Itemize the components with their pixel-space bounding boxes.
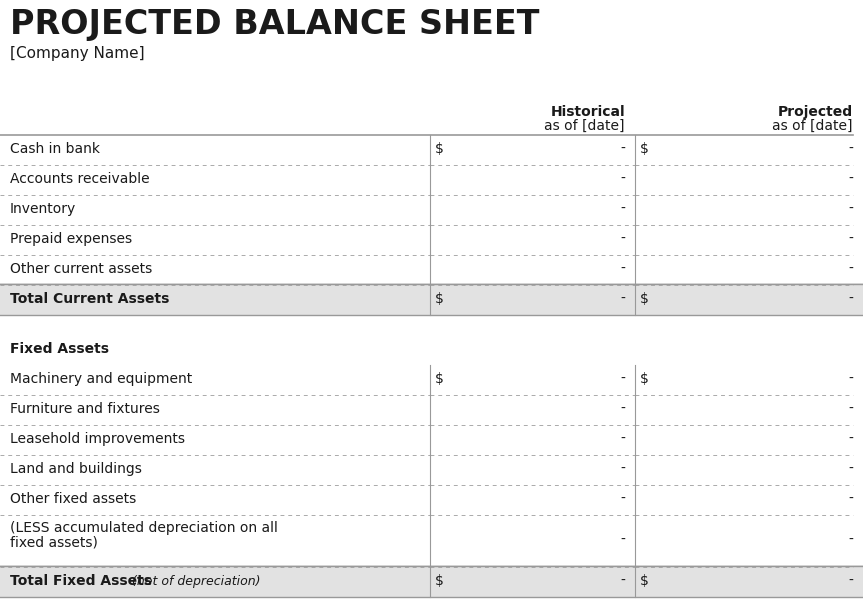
Text: -: - [848,462,853,476]
Text: fixed assets): fixed assets) [10,535,98,549]
Text: $: $ [640,574,649,588]
Text: Fixed Assets: Fixed Assets [10,342,109,356]
Text: -: - [848,432,853,446]
Text: $: $ [435,292,444,306]
Text: -: - [848,262,853,276]
Text: Prepaid expenses: Prepaid expenses [10,232,132,246]
Text: $: $ [435,372,444,386]
Text: -: - [848,574,853,588]
Text: Total Current Assets: Total Current Assets [10,292,169,306]
Text: -: - [848,402,853,416]
Text: -: - [620,533,625,547]
Text: -: - [620,172,625,186]
Bar [0,283,863,315]
Text: -: - [848,202,853,216]
Text: PROJECTED BALANCE SHEET: PROJECTED BALANCE SHEET [10,8,539,41]
Text: Accounts receivable: Accounts receivable [10,172,149,186]
Text: Historical: Historical [551,105,625,119]
Text: -: - [620,492,625,506]
Text: $: $ [435,142,444,156]
Text: $: $ [640,372,649,386]
Text: [Company Name]: [Company Name] [10,46,145,61]
Text: Cash in bank: Cash in bank [10,142,100,156]
Text: $: $ [435,574,444,588]
Text: -: - [848,292,853,306]
Text: -: - [620,574,625,588]
Text: Inventory: Inventory [10,202,76,216]
Text: Leasehold improvements: Leasehold improvements [10,432,185,446]
Text: (net of depreciation): (net of depreciation) [128,574,261,588]
Text: -: - [848,142,853,156]
Text: -: - [620,262,625,276]
Text: as of [date]: as of [date] [772,119,853,133]
Text: Other fixed assets: Other fixed assets [10,492,136,506]
Text: -: - [848,533,853,547]
Text: -: - [620,232,625,246]
Text: Land and buildings: Land and buildings [10,462,142,476]
Text: -: - [620,432,625,446]
Text: as of [date]: as of [date] [545,119,625,133]
Text: -: - [848,372,853,386]
Text: -: - [620,462,625,476]
Text: Machinery and equipment: Machinery and equipment [10,372,192,386]
Text: -: - [620,372,625,386]
Text: Total Fixed Assets: Total Fixed Assets [10,574,152,588]
Bar [0,565,863,597]
Text: $: $ [640,142,649,156]
Text: -: - [848,232,853,246]
Text: -: - [620,292,625,306]
Text: -: - [620,202,625,216]
Text: -: - [620,142,625,156]
Text: -: - [848,492,853,506]
Text: -: - [848,172,853,186]
Text: Projected: Projected [778,105,853,119]
Text: -: - [620,402,625,416]
Text: $: $ [640,292,649,306]
Text: (LESS accumulated depreciation on all: (LESS accumulated depreciation on all [10,521,278,535]
Text: Furniture and fixtures: Furniture and fixtures [10,402,160,416]
Text: Other current assets: Other current assets [10,262,152,276]
